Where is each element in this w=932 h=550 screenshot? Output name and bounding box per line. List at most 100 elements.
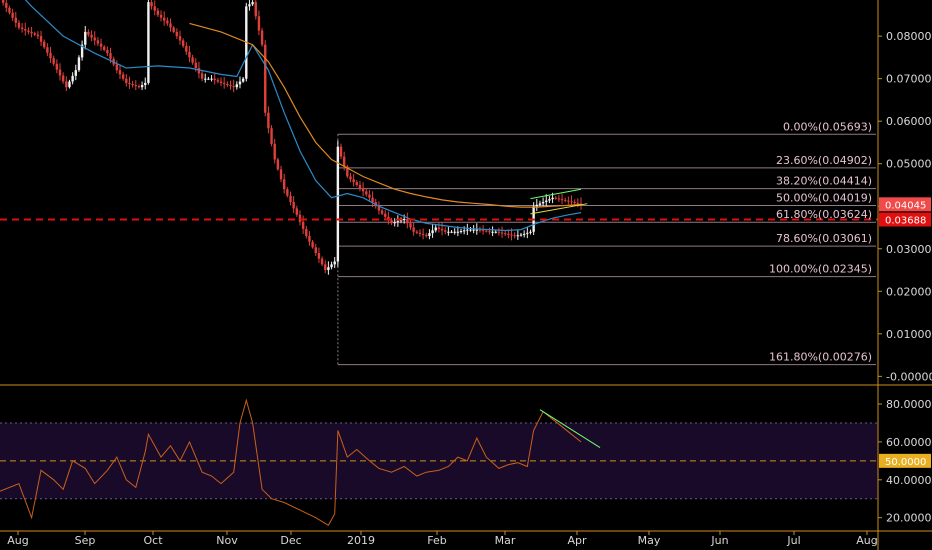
candle-body <box>510 234 513 236</box>
candle-body <box>342 156 346 167</box>
candle-body <box>355 182 359 185</box>
candle-body <box>434 227 437 231</box>
ema-fast-line <box>24 0 582 232</box>
candle-body <box>349 176 352 180</box>
candle-body <box>87 31 90 35</box>
x-tick-label: Apr <box>567 534 587 547</box>
candle-body <box>200 73 204 79</box>
candle-body <box>279 169 283 180</box>
candle-body <box>175 31 179 37</box>
candle-body <box>150 2 153 7</box>
fib-level-label: 23.60%(0.04902) <box>776 154 872 167</box>
candle-body <box>399 220 403 222</box>
candle-body <box>336 146 340 262</box>
rsi-y-tick-label: 60.0000 <box>886 436 932 449</box>
candle-body <box>140 85 144 88</box>
candle-body <box>188 51 191 58</box>
candle-body <box>298 214 302 222</box>
candle-body <box>77 57 81 71</box>
x-tick-label: Sep <box>75 534 96 547</box>
x-tick-label: May <box>638 534 661 547</box>
candle-body <box>191 57 194 63</box>
candle-body <box>567 200 570 202</box>
fib-level-label: 161.80%(0.00276) <box>769 351 872 364</box>
channel-bottom-line <box>530 203 588 215</box>
candle-body <box>106 49 109 54</box>
candle-body <box>109 53 112 59</box>
candle-body <box>282 179 286 190</box>
x-tick-label: Nov <box>216 534 238 547</box>
candle-body <box>579 203 583 205</box>
candle-body <box>235 84 239 88</box>
candle-body <box>425 234 428 237</box>
candle-body <box>99 43 103 47</box>
fib-level-label: 78.60%(0.03061) <box>776 232 872 245</box>
candle-body <box>273 143 276 160</box>
ema-slow-line <box>189 22 582 208</box>
candle-body <box>447 231 450 233</box>
candle-body <box>33 33 36 35</box>
candle-body <box>159 14 163 18</box>
fib-level-label: 61.80%(0.03624) <box>776 208 872 221</box>
candle-body <box>49 52 52 59</box>
candle-body <box>557 198 561 200</box>
candle-body <box>387 216 390 221</box>
candle-body <box>153 6 156 11</box>
candle-body <box>17 22 21 28</box>
candle-body <box>453 231 456 233</box>
candle-body <box>52 58 55 64</box>
candle-body <box>305 228 308 237</box>
fib-level-label: 50.00%(0.04019) <box>776 191 872 204</box>
candle-body <box>352 179 355 183</box>
candle-body <box>406 219 409 224</box>
support-price-tag: 0.03688 <box>885 216 926 227</box>
candle-body <box>257 16 261 31</box>
candle-body <box>65 81 68 88</box>
candle-body <box>276 159 280 170</box>
candle-body <box>554 197 557 199</box>
candle-body <box>90 34 93 38</box>
y-tick-label: 0.07000 <box>886 73 932 86</box>
candle-body <box>264 44 267 113</box>
candle-body <box>317 253 321 259</box>
candle-body <box>5 2 8 8</box>
candle-body <box>169 23 172 28</box>
rsi-midline-tag: 50.0000 <box>885 457 926 468</box>
candle-body <box>551 197 554 200</box>
candle-body <box>507 233 510 235</box>
candle-body <box>229 85 232 87</box>
candle-body <box>380 210 384 214</box>
y-tick-label: 0.02000 <box>886 285 932 298</box>
candle-body <box>241 78 245 82</box>
candle-body <box>314 247 317 254</box>
y-tick-label: 0.08000 <box>886 30 932 43</box>
candle-body <box>20 27 24 30</box>
candle-body <box>393 222 396 224</box>
x-tick-label: Jul <box>786 534 800 547</box>
candle-body <box>11 12 14 18</box>
candle-body <box>260 30 264 45</box>
candle-body <box>295 208 299 215</box>
x-tick-label: Mar <box>495 534 516 547</box>
y-tick-label: 0.01000 <box>886 328 932 341</box>
candle-body <box>131 83 134 86</box>
candle-body <box>103 46 106 50</box>
candle-body <box>61 75 65 82</box>
candle-body <box>254 2 257 17</box>
candle-body <box>516 235 520 237</box>
candle-body <box>462 230 466 232</box>
candle-body <box>8 7 11 13</box>
candle-body <box>270 128 273 144</box>
candle-body <box>178 36 182 41</box>
candle-body <box>226 83 229 86</box>
candle-body <box>564 199 567 201</box>
candle-body <box>488 231 491 233</box>
candle-body <box>118 70 122 75</box>
candle-body <box>330 264 333 268</box>
candle-body <box>204 78 207 80</box>
candle-body <box>560 199 564 201</box>
candle-body <box>456 231 460 233</box>
candle-body <box>431 230 434 234</box>
x-tick-label: Jun <box>710 534 728 547</box>
candle-body <box>573 201 576 203</box>
